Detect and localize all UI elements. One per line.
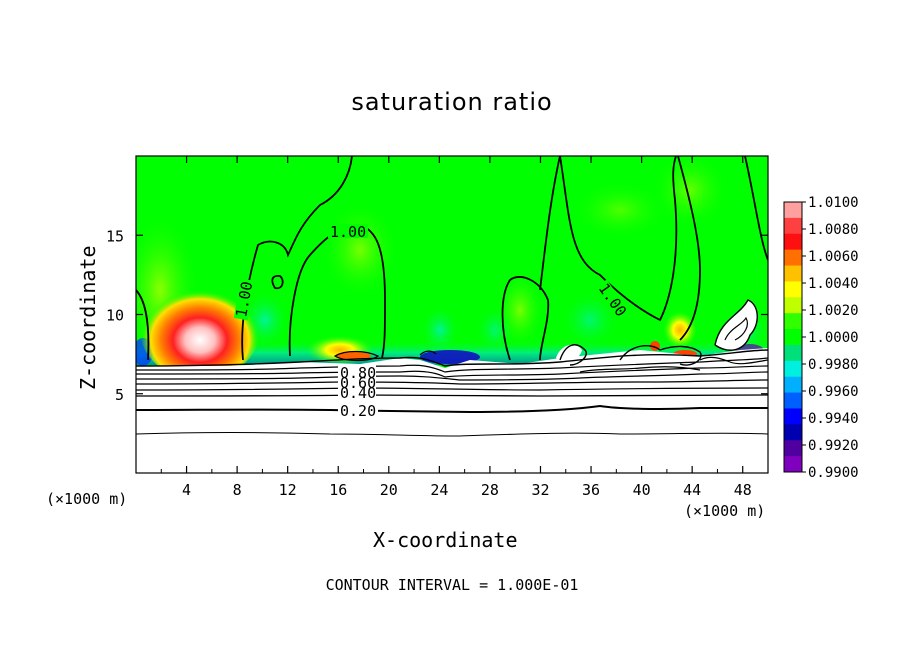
x-tick-label: 48 (734, 481, 752, 499)
colorbar-swatch (784, 217, 802, 235)
contour-line-1-00-d (501, 276, 550, 361)
x-tick-label: 28 (481, 481, 499, 499)
colorbar-swatch (784, 360, 802, 378)
x-tick-label: 20 (380, 481, 398, 499)
x-tick-label: 12 (279, 481, 297, 499)
colorbar-swatch (784, 281, 802, 298)
colorbar-swatch (784, 313, 802, 330)
x-unit-right: (×1000 m) (684, 502, 766, 520)
colorbar-label: 1.0060 (808, 249, 859, 265)
colorbar-swatch (784, 202, 802, 219)
x-unit-left: (×1000 m) (46, 490, 128, 508)
colorbar-label: 0.9900 (808, 465, 859, 481)
colorbar-label: 1.0100 (808, 195, 859, 211)
field-fill (136, 156, 768, 473)
contour-lines (136, 156, 768, 437)
colorbar-swatch (784, 344, 802, 362)
x-tick-label: 4 (182, 481, 191, 499)
x-tick-label: 16 (329, 481, 347, 499)
colorbar-label: 0.9960 (808, 384, 859, 400)
x-axis-label: X-coordinate (373, 528, 518, 552)
contour-line-1-00-g (677, 156, 701, 341)
contour-line-1-00-f (559, 156, 678, 322)
x-tick-label: 40 (633, 481, 651, 499)
y-tick-label: 10 (106, 307, 124, 325)
x-tick-label: 44 (683, 481, 701, 499)
contour-labels: 1.00 1.00 1.00 0.80 0.60 0.40 0.20 (232, 223, 630, 420)
contour-line-1-00-left (136, 289, 150, 361)
contour-interval-note: CONTOUR INTERVAL = 1.000E-01 (325, 576, 579, 594)
contour-label-7: 0.20 (340, 402, 376, 420)
contour-label-4: 0.80 (340, 364, 376, 382)
x-tick-label: 36 (582, 481, 600, 499)
x-axis-ticks: 4 8 12 16 20 24 28 32 36 40 44 48 (160, 156, 752, 499)
contour-line-1-00-c (271, 275, 284, 290)
colorbar-label: 0.9980 (808, 357, 859, 373)
contour-line-1-00-e (539, 156, 561, 291)
contour-label-2: 1.00 (232, 280, 256, 319)
y-tick-label: 5 (115, 386, 124, 404)
colorbar: 1.0100 1.0080 1.0060 1.0040 1.0020 1.0000 0.99… (783, 195, 859, 481)
colorbar-swatch (784, 376, 802, 394)
colorbar-swatch (784, 329, 802, 346)
colorbar-label: 1.0020 (808, 303, 859, 319)
colorbar-swatch (784, 440, 802, 457)
contour-label-6: 0.40 (340, 384, 376, 402)
colorbar-label: 1.0040 (808, 276, 859, 292)
contour-label-5: 0.60 (340, 374, 376, 392)
colorbar-swatch (784, 392, 802, 409)
colorbar-swatch (784, 408, 802, 425)
colorbar-label: 1.0080 (808, 222, 859, 238)
contour-label-1: 1.00 (330, 223, 366, 241)
colorbar-swatch (784, 233, 802, 251)
colorbar-label: 0.9920 (808, 438, 859, 454)
x-tick-label: 8 (233, 481, 242, 499)
x-tick-label: 24 (430, 481, 448, 499)
colorbar-label: 0.9940 (808, 411, 859, 427)
colorbar-swatch (784, 456, 802, 473)
chart-title: saturation ratio (351, 88, 553, 116)
colorbar-swatch (784, 249, 802, 267)
y-axis-ticks: 5 10 15 (106, 227, 768, 404)
colorbar-label: 1.0000 (808, 330, 859, 346)
colorbar-swatch (784, 297, 802, 314)
contour-line-1-00-h (744, 156, 768, 261)
colorbar-swatch (784, 424, 802, 441)
x-tick-label: 32 (531, 481, 549, 499)
y-tick-label: 15 (106, 227, 124, 245)
colorbar-swatch (784, 265, 802, 282)
